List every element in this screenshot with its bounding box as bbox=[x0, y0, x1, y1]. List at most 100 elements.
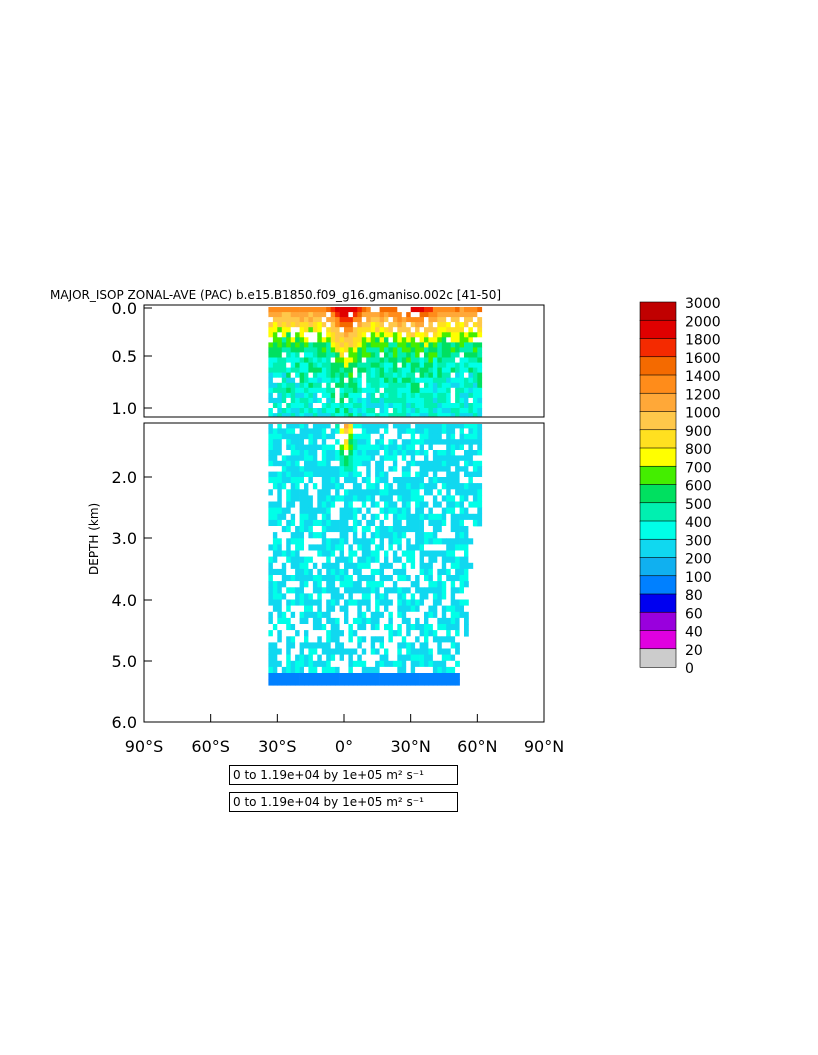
heatmap-cell bbox=[388, 599, 394, 606]
heatmap-cell bbox=[317, 392, 323, 399]
heatmap-cell bbox=[308, 501, 314, 508]
heatmap-cell bbox=[419, 483, 425, 490]
heatmap-cell bbox=[450, 357, 456, 363]
heatmap-cell bbox=[428, 642, 434, 649]
heatmap-cell bbox=[450, 599, 456, 606]
heatmap-cell bbox=[455, 403, 460, 409]
heatmap-cell bbox=[277, 581, 283, 588]
heatmap-cell bbox=[450, 575, 456, 582]
heatmap-cell bbox=[424, 648, 429, 655]
heatmap-cell bbox=[308, 532, 314, 539]
heatmap-cell bbox=[437, 460, 443, 467]
heatmap-cell bbox=[468, 460, 474, 467]
heatmap-cell bbox=[312, 455, 318, 462]
heatmap-cell bbox=[361, 630, 367, 637]
heatmap-cell bbox=[388, 397, 394, 404]
heatmap-cell bbox=[304, 587, 309, 594]
heatmap-cell bbox=[352, 367, 358, 373]
heatmap-cell bbox=[410, 630, 416, 637]
heatmap-cell bbox=[384, 392, 389, 399]
heatmap-cell bbox=[432, 392, 438, 399]
heatmap-cell bbox=[317, 483, 323, 490]
heatmap-cell bbox=[415, 327, 420, 333]
heatmap-cell bbox=[357, 611, 363, 619]
heatmap-cell bbox=[424, 501, 429, 508]
heatmap-cell bbox=[424, 587, 429, 594]
heatmap-cell bbox=[428, 362, 434, 369]
heatmap-cell bbox=[397, 532, 403, 539]
heatmap-cell bbox=[326, 526, 331, 533]
heatmap-cell bbox=[419, 317, 425, 323]
heatmap-cell bbox=[277, 562, 283, 570]
heatmap-cell bbox=[299, 666, 305, 674]
heatmap-cell bbox=[317, 507, 323, 515]
heatmap-cell bbox=[424, 538, 429, 545]
heatmap-cell bbox=[268, 575, 274, 582]
heatmap-cell bbox=[459, 450, 465, 456]
heatmap-cell bbox=[290, 679, 296, 686]
heatmap-cell bbox=[406, 648, 411, 655]
heatmap-cell bbox=[295, 455, 300, 462]
heatmap-cell bbox=[464, 605, 469, 613]
heatmap-cell bbox=[370, 483, 376, 490]
heatmap-cell bbox=[428, 617, 434, 625]
heatmap-cell bbox=[335, 593, 340, 600]
heatmap-cell bbox=[286, 362, 291, 369]
heatmap-cell bbox=[459, 611, 465, 619]
heatmap-cell bbox=[410, 550, 416, 557]
heatmap-cell bbox=[304, 630, 309, 637]
heatmap-cell bbox=[455, 660, 460, 668]
heatmap-cell bbox=[299, 403, 305, 409]
heatmap-cell bbox=[352, 587, 358, 594]
heatmap-cell bbox=[459, 377, 465, 384]
heatmap-cell bbox=[464, 362, 469, 369]
heatmap-cell bbox=[459, 397, 465, 404]
heatmap-cell bbox=[326, 347, 331, 353]
heatmap-cell bbox=[432, 312, 438, 318]
heatmap-cell bbox=[446, 562, 451, 570]
heatmap-cell bbox=[424, 444, 429, 451]
heatmap-cell bbox=[415, 648, 420, 655]
heatmap-cell bbox=[397, 648, 403, 655]
heatmap-cell bbox=[304, 526, 309, 533]
heatmap-cell bbox=[299, 593, 305, 600]
colorbar-label: 1000 bbox=[685, 406, 721, 422]
heatmap-cell bbox=[272, 526, 278, 533]
heatmap-cell bbox=[455, 562, 460, 570]
heatmap-cell bbox=[286, 605, 291, 613]
heatmap-cell bbox=[437, 587, 443, 594]
heatmap-cell bbox=[446, 673, 451, 680]
heatmap-cell bbox=[272, 424, 278, 429]
heatmap-cell bbox=[272, 519, 278, 527]
heatmap-cell bbox=[330, 556, 336, 564]
heatmap-cell bbox=[446, 433, 451, 440]
heatmap-cell bbox=[477, 327, 483, 333]
heatmap-cell bbox=[366, 408, 371, 414]
heatmap-cell bbox=[304, 489, 309, 496]
heatmap-cell bbox=[339, 630, 345, 637]
heatmap-cell bbox=[441, 322, 447, 328]
heatmap-cell bbox=[277, 550, 283, 557]
heatmap-cell bbox=[321, 636, 327, 643]
heatmap-cell bbox=[352, 483, 358, 490]
heatmap-cell bbox=[344, 466, 349, 472]
heatmap-cell bbox=[397, 477, 403, 484]
heatmap-cell bbox=[361, 666, 367, 674]
heatmap-cell bbox=[308, 507, 314, 515]
heatmap-cell bbox=[401, 460, 407, 467]
heatmap-cell bbox=[428, 556, 434, 564]
heatmap-cell bbox=[277, 450, 283, 456]
heatmap-cell bbox=[459, 408, 465, 414]
heatmap-cell bbox=[299, 519, 305, 527]
heatmap-cell bbox=[370, 433, 376, 440]
heatmap-cell bbox=[272, 544, 278, 551]
heatmap-cell bbox=[419, 408, 425, 414]
heatmap-cell bbox=[272, 538, 278, 545]
heatmap-cell bbox=[379, 648, 385, 655]
heatmap-cell bbox=[388, 428, 394, 435]
heatmap-cell bbox=[330, 562, 336, 570]
heatmap-cell bbox=[295, 538, 300, 545]
heatmap-cell bbox=[437, 501, 443, 508]
heatmap-cell bbox=[450, 347, 456, 353]
heatmap-cell bbox=[437, 347, 443, 353]
